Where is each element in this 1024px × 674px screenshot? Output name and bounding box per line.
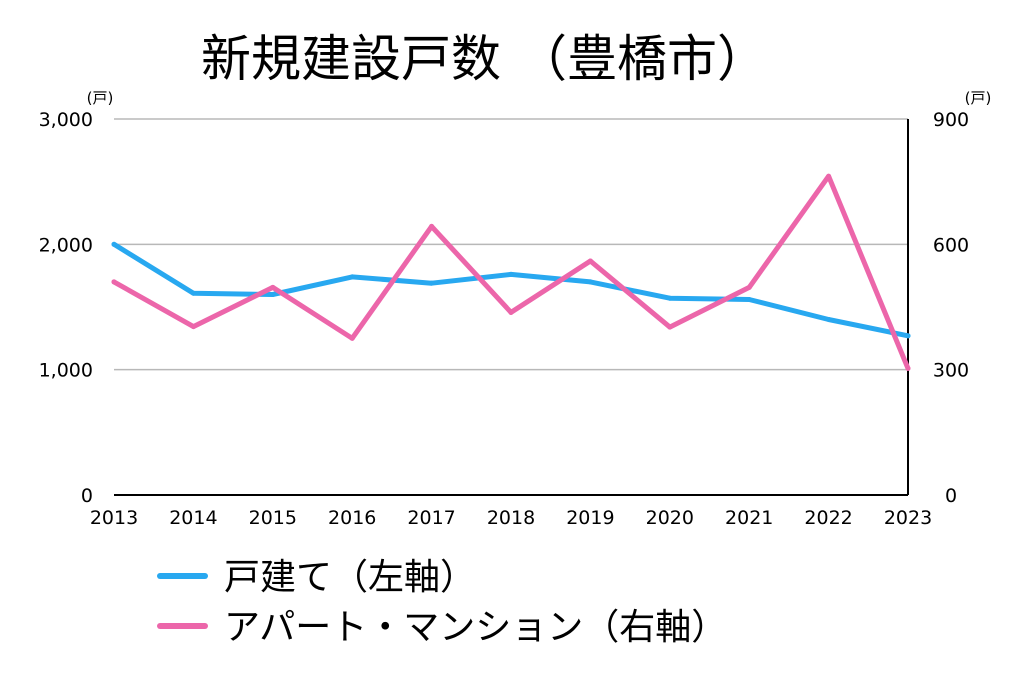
apartment-point-2018 bbox=[508, 309, 514, 315]
axes bbox=[114, 119, 909, 496]
x-tick-label: 2014 bbox=[169, 507, 217, 529]
x-tick-label: 2018 bbox=[487, 507, 535, 529]
apartment-point-2013 bbox=[111, 279, 117, 285]
x-tick-label: 2013 bbox=[90, 507, 138, 529]
detached-point-2021 bbox=[746, 296, 752, 302]
x-tick-label: 2020 bbox=[646, 507, 694, 529]
detached-point-2016 bbox=[349, 274, 355, 280]
x-tick-label: 2016 bbox=[328, 507, 376, 529]
x-tick-label: 2021 bbox=[725, 507, 773, 529]
legend-label-apartment: アパート・マンション（右軸） bbox=[224, 607, 727, 648]
detached-point-2020 bbox=[667, 295, 673, 301]
chart-title: 新規建設戸数 （豊橋市） bbox=[201, 30, 767, 88]
left-tick-label: 0 bbox=[81, 485, 93, 507]
apartment-point-2015 bbox=[270, 284, 276, 290]
detached-point-2014 bbox=[190, 290, 196, 296]
series-lines bbox=[111, 173, 911, 371]
detached-point-2018 bbox=[508, 271, 514, 277]
series-line-detached bbox=[111, 241, 911, 339]
detached-point-2019 bbox=[587, 279, 593, 285]
apartment-point-2020 bbox=[667, 324, 673, 330]
detached-point-2017 bbox=[429, 280, 435, 286]
left-tick-label: 1,000 bbox=[39, 360, 93, 382]
apartment-point-2021 bbox=[746, 284, 752, 290]
legend: 戸建て（左軸） アパート・マンション（右軸） bbox=[157, 557, 727, 648]
apartment-point-2019 bbox=[587, 258, 593, 264]
right-tick-label: 0 bbox=[945, 485, 957, 507]
right-axis-unit: (戸) bbox=[965, 89, 992, 107]
left-tick-label: 3,000 bbox=[39, 109, 93, 131]
x-tick-label: 2023 bbox=[884, 507, 932, 529]
gridlines bbox=[114, 118, 908, 371]
x-tick-label: 2019 bbox=[566, 507, 614, 529]
apartment-point-2017 bbox=[429, 223, 435, 229]
right-axis-ticks: 0 300 600 900 bbox=[933, 109, 969, 507]
left-axis-unit: (戸) bbox=[87, 89, 114, 107]
apartment-point-2016 bbox=[349, 335, 355, 341]
x-tick-label: 2022 bbox=[804, 507, 852, 529]
x-axis-ticks: 2013 2014 2015 2016 2017 2018 2019 2020 2021 2022… bbox=[90, 507, 932, 529]
right-tick-label: 300 bbox=[933, 360, 969, 382]
apartment-point-2022 bbox=[826, 173, 832, 179]
x-tick-label: 2015 bbox=[249, 507, 297, 529]
apartment-point-2014 bbox=[190, 324, 196, 330]
legend-label-detached: 戸建て（左軸） bbox=[224, 557, 476, 598]
apartment-point-2023 bbox=[905, 365, 911, 371]
left-axis-ticks: 0 1,000 2,000 3,000 bbox=[39, 109, 93, 507]
x-tick-label: 2017 bbox=[407, 507, 455, 529]
detached-point-2023 bbox=[905, 333, 911, 339]
detached-point-2015 bbox=[270, 291, 276, 297]
detached-point-2022 bbox=[826, 317, 832, 323]
detached-point-2013 bbox=[111, 241, 117, 247]
left-tick-label: 2,000 bbox=[39, 234, 93, 256]
right-tick-label: 900 bbox=[933, 109, 969, 131]
right-tick-label: 600 bbox=[933, 234, 969, 256]
